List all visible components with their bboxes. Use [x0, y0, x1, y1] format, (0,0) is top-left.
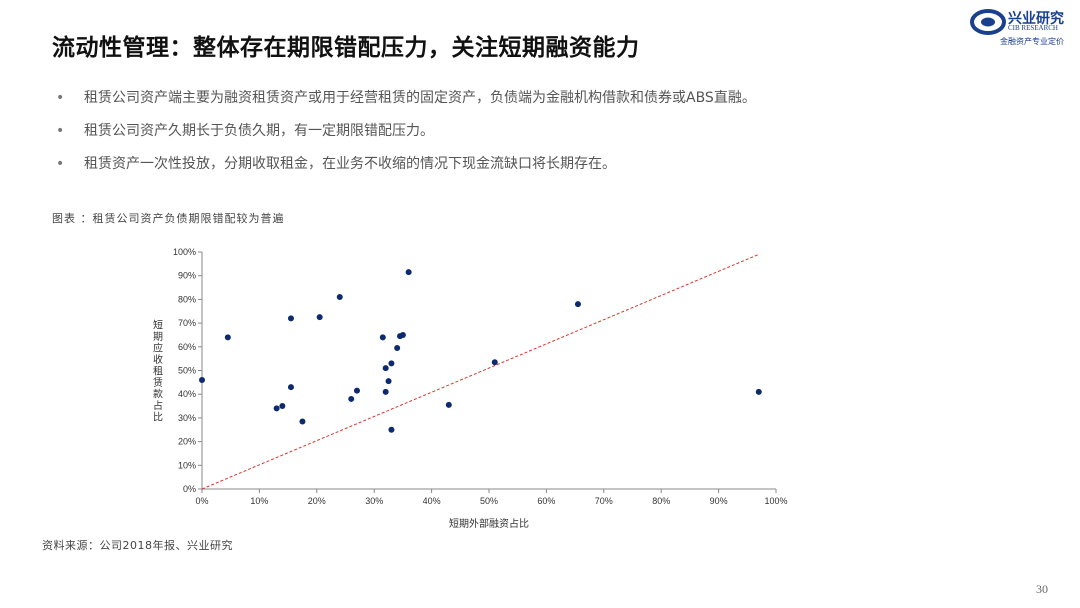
data-point — [199, 376, 205, 383]
data-point — [336, 294, 343, 301]
x-tick-label: 90% — [710, 496, 728, 506]
data-point — [287, 384, 294, 391]
y-tick-label: 30% — [178, 413, 196, 423]
data-point — [385, 378, 392, 385]
y-tick-label: 80% — [178, 294, 196, 304]
y-tick-label: 60% — [178, 342, 196, 352]
bullet-text: 租赁公司资产久期长于负债久期，有一定期限错配压力。 — [84, 123, 434, 139]
x-axis-ticks: 0% 10% 20% 30% 40% 50% 60% 70% 80% 90% 100% — [195, 489, 788, 506]
y-tick-label: 10% — [178, 460, 196, 470]
data-point — [353, 387, 360, 394]
data-points — [199, 269, 762, 433]
x-tick-label: 50% — [480, 496, 498, 506]
bullet-text: 租赁公司资产端主要为融资租赁资产或用于经营租赁的固定资产，负债端为金融机构借款和… — [84, 90, 756, 106]
logo-name: 兴业研究 — [1008, 11, 1064, 27]
x-tick-label: 40% — [423, 496, 441, 506]
data-point — [445, 401, 452, 408]
data-point — [273, 405, 280, 412]
data-point — [388, 360, 395, 367]
data-point — [388, 426, 395, 433]
y-axis-title-char: 短 — [153, 319, 163, 332]
y-axis-title-char: 款 — [153, 388, 163, 401]
bullet-item: • 租赁公司资产久期长于负债久期，有一定期限错配压力。 — [56, 121, 756, 154]
page-number: 30 — [1036, 582, 1048, 596]
y-axis-title-char: 赁 — [153, 376, 163, 389]
y-axis-ticks: 0% 10% 20% 30% 40% 50% 60% 70% 80% 90% 100% — [173, 247, 202, 494]
data-point — [379, 334, 386, 341]
bullet-item: • 租赁资产一次性投放，分期收取租金，在业务不收缩的情况下现金流缺口将长期存在。 — [56, 154, 756, 187]
y-tick-label: 100% — [173, 247, 196, 257]
x-tick-label: 80% — [652, 496, 670, 506]
logo-icon — [970, 9, 1006, 35]
x-tick-label: 70% — [595, 496, 613, 506]
y-tick-label: 70% — [178, 318, 196, 328]
data-point — [405, 269, 412, 276]
data-point — [394, 344, 401, 351]
data-point — [279, 403, 286, 410]
y-axis-title-char: 应 — [153, 342, 163, 355]
reference-diagonal-line — [201, 253, 759, 490]
bullet-marker: • — [56, 90, 65, 106]
data-point — [574, 301, 581, 308]
y-axis-title-char: 收 — [153, 353, 163, 366]
data-point — [287, 315, 294, 322]
data-point — [399, 331, 406, 338]
brand-logo: 兴业研究 CIB RESEARCH 金融资产专业定价 — [970, 6, 1078, 50]
y-axis-title-char: 比 — [153, 412, 163, 424]
x-tick-label: 60% — [537, 496, 555, 506]
figure-caption: 图表 ：租赁公司资产负债期限错配较为普遍 — [52, 212, 285, 225]
y-tick-label: 0% — [183, 484, 196, 494]
data-point — [348, 395, 355, 402]
x-tick-label: 10% — [250, 496, 268, 506]
x-axis-title: 短期外部融资占比 — [449, 517, 529, 530]
y-axis-title-char: 期 — [153, 331, 163, 343]
logo-tagline: 金融资产专业定价 — [1000, 37, 1064, 46]
y-axis-title-char: 租 — [153, 365, 163, 378]
bullet-item: • 租赁公司资产端主要为融资租赁资产或用于经营租赁的固定资产，负债端为金融机构借款… — [56, 88, 756, 121]
y-tick-label: 50% — [178, 366, 196, 376]
x-tick-label: 100% — [764, 496, 787, 506]
logo-english-name: CIB RESEARCH — [1008, 24, 1058, 32]
y-tick-label: 20% — [178, 437, 196, 447]
data-point — [382, 365, 389, 372]
y-tick-label: 90% — [178, 271, 196, 281]
x-tick-label: 30% — [365, 496, 383, 506]
data-point — [491, 359, 498, 366]
source-note: 资料来源：公司2018年报、兴业研究 — [42, 539, 233, 552]
bullet-marker: • — [56, 156, 65, 172]
data-point — [382, 388, 389, 395]
data-point — [755, 388, 762, 395]
data-point — [299, 418, 306, 425]
bullet-list: • 租赁公司资产端主要为融资租赁资产或用于经营租赁的固定资产，负债端为金融机构借款… — [56, 88, 756, 187]
bullet-text: 租赁资产一次性投放，分期收取租金，在业务不收缩的情况下现金流缺口将长期存在。 — [84, 156, 616, 172]
y-tick-label: 40% — [178, 389, 196, 399]
page-title: 流动性管理：整体存在期限错配压力，关注短期融资能力 — [52, 35, 640, 61]
x-tick-label: 0% — [195, 496, 208, 506]
y-axis-title-char: 占 — [153, 399, 163, 412]
data-point — [316, 314, 323, 321]
bullet-marker: • — [56, 123, 65, 139]
data-point — [224, 334, 231, 341]
x-tick-label: 20% — [308, 496, 326, 506]
